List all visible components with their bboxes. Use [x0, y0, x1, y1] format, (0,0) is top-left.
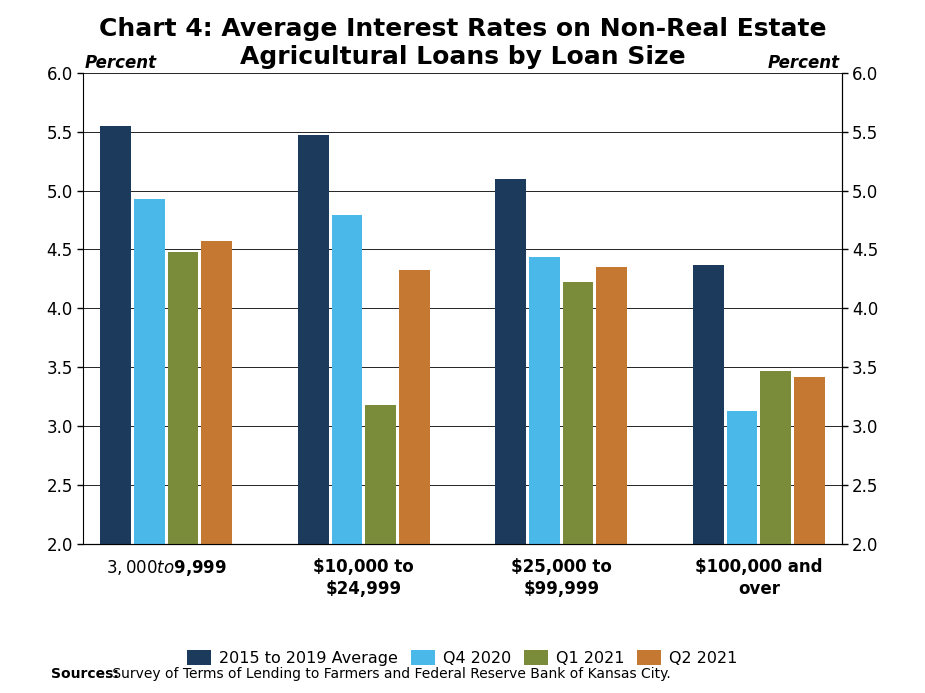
Bar [201, 241, 232, 544]
Bar [134, 199, 165, 544]
Bar [726, 411, 758, 544]
Text: Chart 4: Average Interest Rates on Non-Real Estate: Chart 4: Average Interest Rates on Non-R… [99, 17, 826, 42]
Bar [331, 216, 363, 544]
Bar [597, 267, 627, 544]
Text: Percent: Percent [85, 54, 157, 72]
Text: Agricultural Loans by Loan Size: Agricultural Loans by Loan Size [240, 45, 685, 69]
Bar [101, 126, 131, 544]
Bar [529, 256, 560, 544]
Bar [167, 252, 199, 544]
Bar [298, 135, 328, 544]
Bar [794, 377, 824, 544]
Bar [562, 283, 594, 544]
Bar [365, 405, 396, 544]
Bar [399, 270, 429, 544]
Bar [693, 265, 724, 544]
Text: Sources:: Sources: [51, 667, 118, 681]
Legend: 2015 to 2019 Average, Q4 2020, Q1 2021, Q2 2021: 2015 to 2019 Average, Q4 2020, Q1 2021, … [181, 644, 744, 672]
Bar [760, 371, 791, 544]
Text: Survey of Terms of Lending to Farmers and Federal Reserve Bank of Kansas City.: Survey of Terms of Lending to Farmers an… [108, 667, 671, 681]
Text: Percent: Percent [768, 54, 840, 72]
Bar [496, 179, 526, 544]
